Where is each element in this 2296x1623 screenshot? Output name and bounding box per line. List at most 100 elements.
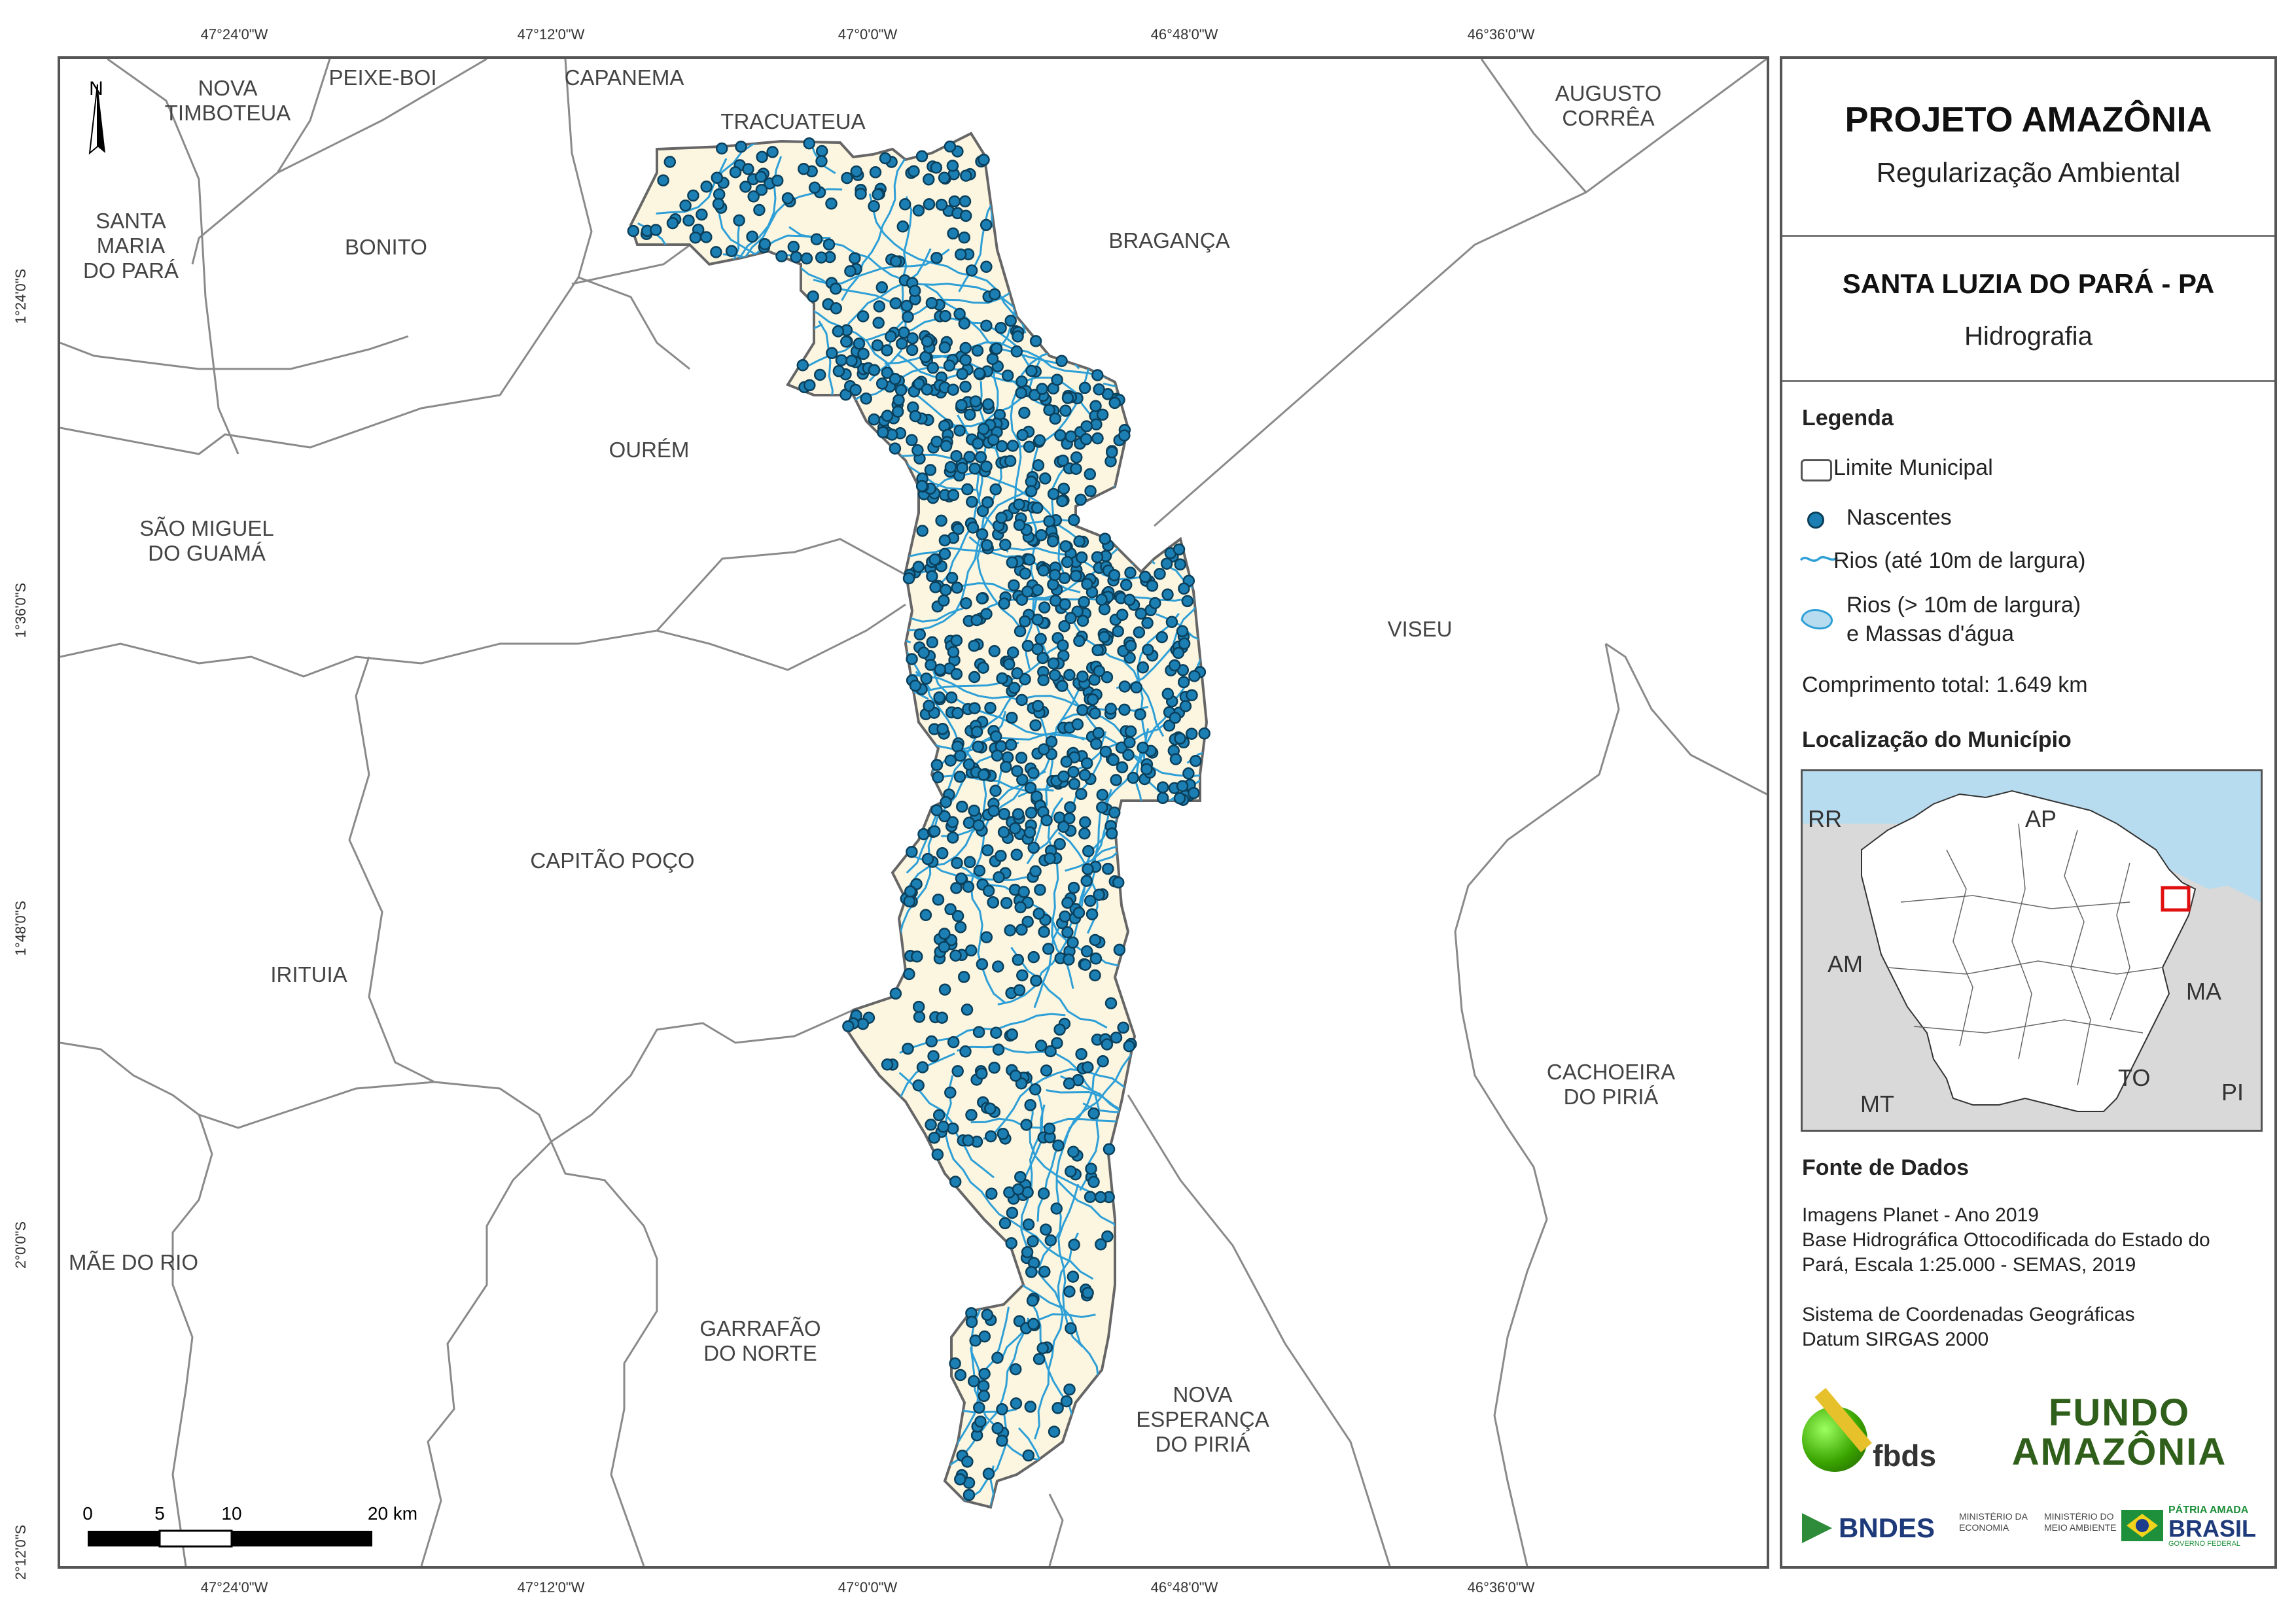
river-line — [924, 284, 1057, 364]
spring-point — [1027, 841, 1040, 854]
spring-point — [1044, 852, 1056, 865]
governo-text: GOVERNO FEDERAL — [2168, 1540, 2241, 1548]
bndes-logo: BNDES — [1802, 1510, 1935, 1546]
spring-point — [1014, 625, 1027, 638]
spring-point — [1013, 498, 1025, 511]
spring-point — [892, 394, 905, 406]
spring-point — [1052, 1139, 1065, 1152]
spring-point — [903, 968, 915, 981]
spring-point — [1048, 669, 1061, 682]
spring-point — [1044, 1045, 1057, 1058]
spring-point — [1063, 953, 1075, 966]
spring-point — [1023, 440, 1036, 453]
spring-point — [1163, 719, 1176, 732]
spring-point — [712, 198, 725, 210]
spring-point — [949, 949, 962, 962]
spring-point — [1060, 756, 1073, 768]
spring-point — [753, 203, 766, 217]
spring-point — [1082, 863, 1094, 875]
springs-layer — [627, 137, 1210, 1501]
map-canvas[interactable] — [60, 59, 1767, 1566]
spring-point — [1099, 532, 1111, 545]
spring-point — [1118, 680, 1131, 693]
spring-point — [977, 1380, 990, 1392]
spring-point — [902, 311, 914, 323]
spring-point — [1101, 1230, 1114, 1243]
spring-point — [896, 338, 908, 350]
spring-point — [1122, 748, 1135, 761]
coord-top-2: 47°12'0"W — [517, 26, 585, 43]
spring-point — [947, 1036, 960, 1049]
label-mae-do-rio: MÃE DO RIO — [68, 1250, 199, 1275]
spring-point — [1107, 754, 1120, 767]
spring-point — [1124, 639, 1137, 652]
spring-point — [1067, 1145, 1080, 1158]
spring-point — [925, 659, 937, 671]
spring-point — [1074, 493, 1087, 506]
spring-point — [954, 1369, 967, 1382]
spring-point — [1031, 584, 1044, 597]
spring-point — [959, 195, 972, 208]
spring-point — [1020, 1119, 1033, 1131]
spring-point — [1073, 635, 1086, 648]
spring-point — [1104, 703, 1117, 715]
location-inset[interactable]: RR AP AM MA TO MT PI — [1801, 769, 2263, 1132]
spring-point — [1116, 608, 1129, 621]
spring-point — [687, 189, 699, 202]
spring-point — [1082, 1061, 1094, 1073]
sources-heading: Fonte de Dados — [1802, 1155, 1969, 1180]
label-ourem: OURÉM — [609, 438, 690, 462]
spring-point — [951, 1065, 964, 1077]
brasil-flag — [2121, 1510, 2163, 1541]
spring-point — [985, 1187, 998, 1200]
spring-point — [830, 302, 843, 315]
spring-point — [1137, 741, 1149, 754]
spring-point — [944, 754, 957, 767]
spring-point — [1112, 625, 1124, 638]
spring-point — [1014, 901, 1027, 914]
spring-point — [954, 750, 966, 762]
spring-point — [980, 218, 993, 232]
spring-point — [935, 198, 948, 211]
spring-point — [1027, 767, 1040, 779]
spring-point — [885, 330, 897, 343]
spring-point — [1004, 455, 1017, 467]
legend-massas-2: e Massas d'água — [1846, 621, 2014, 646]
spring-point — [1065, 1165, 1077, 1178]
spring-point — [1090, 737, 1103, 750]
spring-point — [945, 691, 958, 704]
coord-bottom-3: 47°0'0"W — [838, 1579, 898, 1596]
spring-point — [940, 795, 952, 809]
spring-point — [902, 1042, 914, 1055]
spring-point — [1016, 773, 1029, 786]
inset-label-pi: PI — [2221, 1079, 2244, 1106]
river-line — [906, 680, 1027, 874]
spring-point — [1095, 593, 1108, 606]
spring-point — [1000, 760, 1012, 773]
spring-point — [755, 183, 768, 196]
spring-point — [835, 354, 848, 366]
label-nova-timboteua: NOVA TIMBOTEUA — [164, 76, 291, 125]
coord-left-5: 2°12'0"S — [12, 1524, 29, 1580]
spring-point — [1076, 670, 1089, 683]
spring-point — [904, 885, 917, 898]
spring-point — [739, 181, 752, 193]
spring-point — [1110, 774, 1122, 786]
spring-point — [991, 1422, 1004, 1435]
spring-point — [1067, 765, 1080, 778]
spring-point — [1019, 567, 1032, 580]
spring-point — [966, 521, 980, 534]
spring-point — [682, 214, 695, 227]
spring-point — [1084, 468, 1097, 481]
river-line — [1129, 443, 1165, 566]
map-frame[interactable]: N NOVA TIMBOTEUA PEIXE-BOI CAPANEMA TRAC… — [58, 56, 1769, 1569]
spring-point — [1156, 631, 1169, 644]
spring-point — [1169, 712, 1182, 724]
spring-point — [913, 377, 925, 391]
spring-point — [1029, 719, 1042, 731]
spring-point — [1086, 693, 1099, 706]
spring-point — [960, 169, 972, 182]
spring-point — [1156, 781, 1169, 794]
scale-label-20: 20 km — [367, 1503, 418, 1524]
spring-point — [923, 699, 935, 712]
